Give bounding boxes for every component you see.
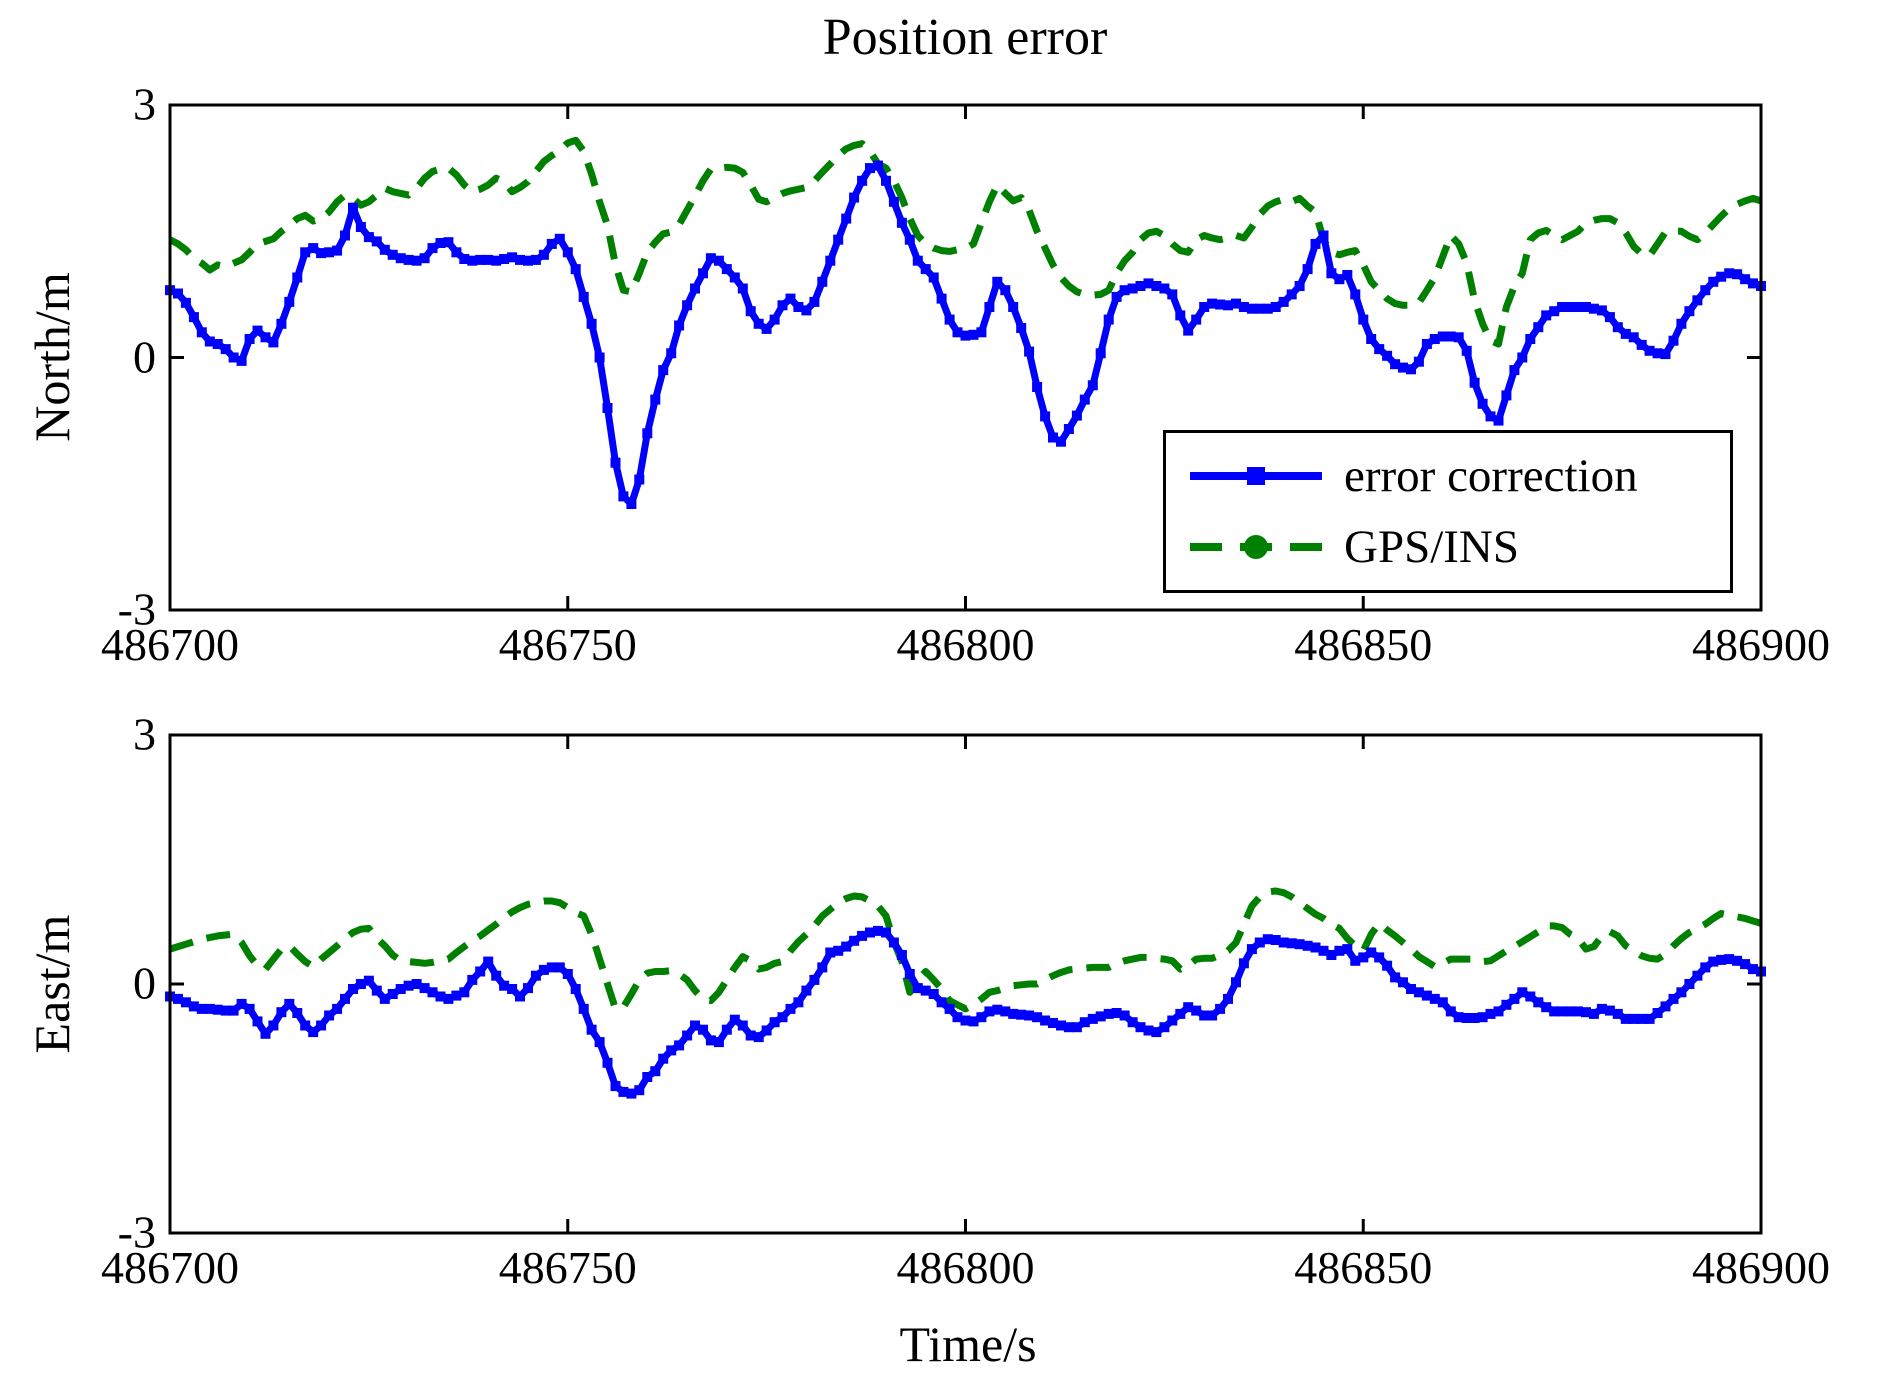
y-tick-label: -3	[117, 583, 156, 635]
x-tick-label: 486700	[101, 619, 239, 670]
y-tick-label: 0	[133, 957, 156, 1009]
x-tick-label: 486750	[498, 1242, 637, 1293]
square-marker-icon	[1247, 467, 1265, 486]
y-tick-label: -3	[117, 1206, 156, 1258]
y-tick-label: 3	[133, 708, 156, 760]
legend-entry-error-correction: error correction	[1190, 449, 1730, 503]
y-tick-label: 0	[133, 330, 156, 382]
x-axis-label-time: Time/s	[899, 1316, 1037, 1372]
legend: error correction GPS/INS	[1163, 430, 1733, 593]
x-tick-label: 486800	[896, 619, 1035, 670]
x-tick-label: 486800	[896, 1242, 1035, 1293]
x-tick-label: 486750	[498, 619, 637, 670]
x-tick-label: 486900	[1692, 1242, 1830, 1293]
y-tick-label: 3	[133, 78, 156, 130]
legend-label: GPS/INS	[1344, 520, 1520, 573]
legend-line-sample-solid	[1190, 463, 1322, 489]
x-tick-label: 486700	[101, 1242, 239, 1293]
x-tick-label: 486850	[1294, 1242, 1433, 1293]
legend-label: error correction	[1344, 450, 1638, 503]
x-tick-label: 486900	[1692, 619, 1830, 670]
circle-marker-icon	[1244, 534, 1268, 559]
chart-title: Position error	[822, 9, 1108, 66]
legend-entry-gps-ins: GPS/INS	[1190, 520, 1730, 574]
x-tick-label: 486850	[1294, 619, 1433, 670]
legend-line-sample-dashed	[1190, 534, 1322, 560]
